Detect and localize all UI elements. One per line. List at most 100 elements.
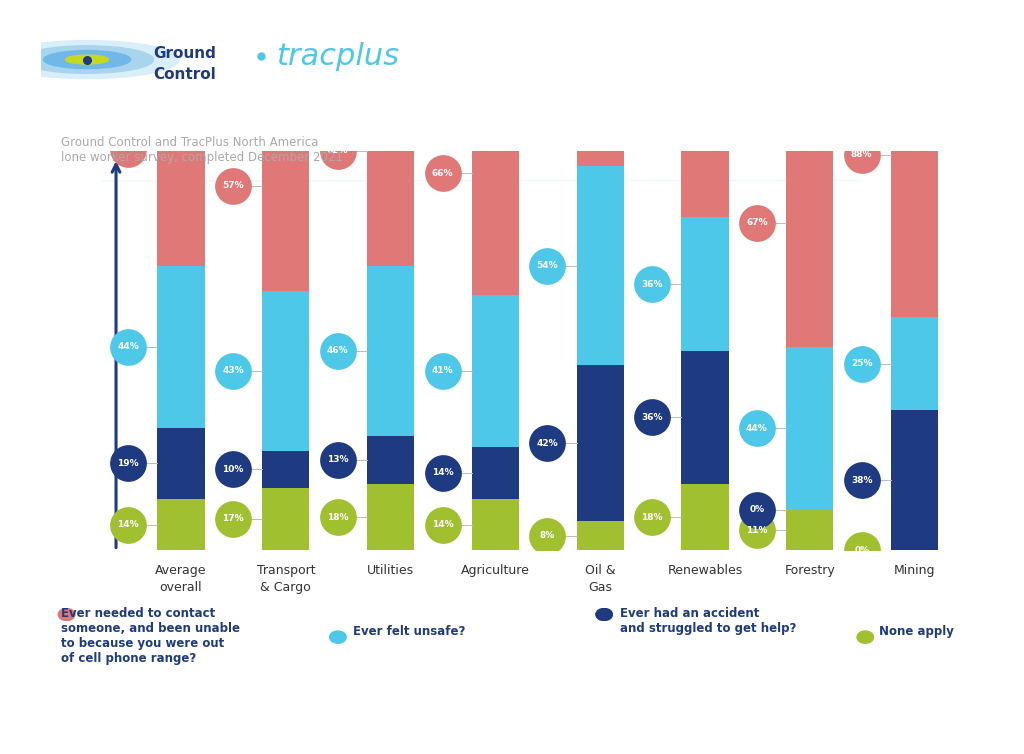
Text: tracplus: tracplus [276,41,399,71]
Point [749,524,765,536]
Bar [682,351,729,484]
Bar [158,498,205,550]
Text: 63%: 63% [118,145,139,154]
Point [224,463,241,475]
Point [539,437,555,449]
Point [120,143,136,155]
Point [434,167,451,179]
Bar [786,510,834,550]
Text: 10%: 10% [222,464,244,474]
Point [120,458,136,470]
Text: Ground Control and TracPlus North America
lone worker survey, completed December: Ground Control and TracPlus North Americ… [61,136,343,164]
Bar [367,484,414,550]
Bar [682,217,729,351]
Point [330,454,346,466]
Bar [682,484,729,550]
Point [79,54,95,66]
Point [120,341,136,353]
Text: 0%: 0% [750,505,765,514]
Bar [577,521,624,550]
Text: 44%: 44% [746,424,768,433]
Text: 18%: 18% [327,513,348,522]
Point [854,149,870,161]
Point [644,511,660,523]
Bar [891,317,938,410]
Point [224,365,241,377]
Bar [682,0,729,217]
Circle shape [58,608,75,621]
Text: 73%: 73% [641,78,663,87]
Circle shape [330,631,346,643]
Text: 38%: 38% [851,476,872,485]
Point [854,474,870,486]
Point [330,345,346,357]
Point [434,519,451,531]
Point [539,52,555,64]
Bar [891,0,938,317]
Text: 14%: 14% [432,468,454,477]
Bar [472,498,519,550]
Bar [891,410,938,550]
Text: Control: Control [154,67,216,82]
Text: 11%: 11% [746,526,768,535]
Circle shape [596,608,612,621]
Text: 46%: 46% [327,346,348,355]
Bar [472,295,519,447]
Circle shape [66,55,109,64]
Point [330,511,346,523]
Point [749,504,765,516]
Text: 36%: 36% [641,412,663,421]
Text: 44%: 44% [117,342,139,351]
Point [120,519,136,531]
Point [854,544,870,556]
Bar [158,265,205,428]
Bar [367,265,414,436]
Text: 41%: 41% [432,366,454,375]
Text: 58%: 58% [537,54,558,63]
Text: 43%: 43% [222,366,244,375]
Bar [262,450,309,488]
Point [749,422,765,434]
Point [644,411,660,423]
Point [434,365,451,377]
Bar [158,428,205,498]
Bar [472,51,519,295]
Circle shape [43,51,131,69]
Text: 14%: 14% [432,520,454,529]
Point [434,467,451,479]
Text: 13%: 13% [327,455,348,464]
Text: 66%: 66% [432,168,454,177]
Text: 67%: 67% [746,219,768,228]
Circle shape [20,46,154,73]
Text: 8%: 8% [540,531,555,540]
Text: 19%: 19% [118,459,139,468]
Bar [158,32,205,265]
Text: 42%: 42% [537,439,558,448]
Point [224,513,241,525]
Bar [262,488,309,550]
Text: Ever needed to contact
someone, and been unable
to because you were out
of cell : Ever needed to contact someone, and been… [61,607,241,665]
Point [539,529,555,541]
Text: 18%: 18% [641,513,663,522]
Text: 54%: 54% [537,261,558,270]
Point [224,180,241,192]
Bar [472,447,519,498]
Bar [367,436,414,484]
Text: Ground: Ground [154,46,216,61]
Text: 62%: 62% [327,146,348,155]
Text: 17%: 17% [222,514,244,523]
Point [749,217,765,229]
Text: 36%: 36% [641,280,663,289]
Bar [786,347,834,510]
Bar [786,99,834,347]
Circle shape [857,631,873,643]
Circle shape [0,41,179,78]
Text: 14%: 14% [118,520,139,529]
Text: 57%: 57% [222,182,244,191]
Text: Ever felt unsafe?: Ever felt unsafe? [353,625,466,639]
Point [330,145,346,157]
Point [539,259,555,271]
Point [854,357,870,369]
Point [644,278,660,290]
Text: 88%: 88% [851,150,872,159]
